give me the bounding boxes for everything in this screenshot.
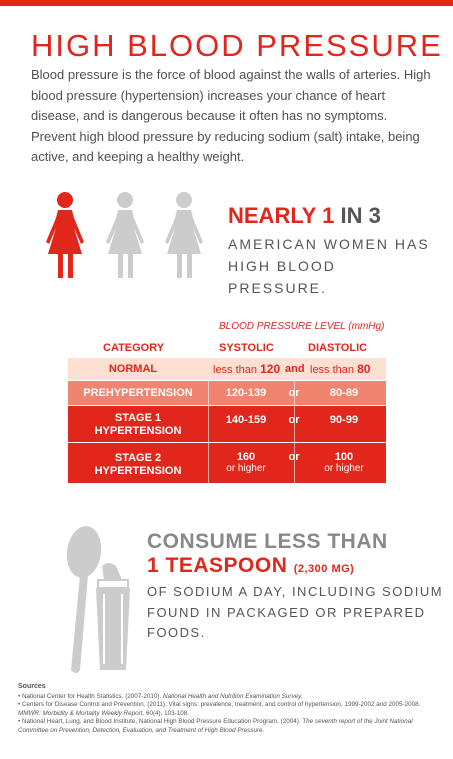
consume-line1: CONSUME LESS THAN	[147, 530, 388, 553]
statistic-in: IN 3	[340, 203, 381, 228]
woman-figure-icon	[165, 192, 203, 278]
divider	[294, 443, 295, 483]
diastolic-stage2-value: 100	[334, 451, 354, 463]
source-2-text: • Centers for Disease Control and Preven…	[18, 701, 421, 709]
systolic-stage1: 140-159	[225, 414, 267, 426]
systolic-normal: less than 120	[213, 362, 280, 376]
source-2-title: MMWR: Morbidity & Mortality Weekly Repor…	[18, 709, 145, 717]
source-item: • National Center for Health Statistics.…	[18, 693, 443, 702]
systolic-stage2: 160 or higher	[208, 451, 284, 475]
source-2-tail: 60(4), 103-108.	[144, 709, 190, 717]
diastolic-stage1: 90-99	[329, 414, 359, 426]
women-figures	[46, 192, 203, 278]
salt-shaker-icon	[96, 563, 130, 670]
sources: Sources • National Center for Health Sta…	[18, 683, 443, 736]
category-stage2-line2: HYPERTENSION	[94, 465, 182, 477]
category-prehypertension: PREHYPERTENSION	[83, 387, 193, 399]
table-row-prehypertension: PREHYPERTENSION 120-139 or 80-89	[68, 381, 386, 405]
intro-paragraph: Blood pressure is the force of blood aga…	[31, 67, 431, 164]
bp-level-label: BLOOD PRESSURE LEVEL (mmHg)	[219, 321, 385, 332]
spoon-salt-illustration	[66, 526, 130, 673]
statistic-headline: NEARLY 1 IN 3	[228, 203, 438, 229]
divider	[208, 443, 209, 483]
consume-body: OF SODIUM A DAY, INCLUDING SODIUM FOUND …	[147, 584, 444, 640]
diastolic-normal-prefix: less than	[310, 364, 355, 376]
woman-figure-icon	[46, 192, 84, 278]
systolic-stage2-sub: or higher	[226, 463, 266, 474]
divider	[208, 406, 209, 442]
spoon-icon	[66, 526, 102, 673]
source-1-text: • National Center for Health Statistics.…	[18, 692, 164, 700]
table-row-stage1: STAGE 1 HYPERTENSION 140-159 or 90-99	[68, 406, 386, 442]
table-row-stage2: STAGE 2 HYPERTENSION 160 or higher or 10…	[68, 443, 386, 483]
statistic-line2: HIGH BLOOD PRESSURE.	[228, 258, 336, 296]
consume-line2: 1 TEASPOON (2,300 MG)	[147, 554, 447, 578]
divider	[294, 406, 295, 442]
diastolic-stage2-sub: or higher	[324, 463, 364, 474]
table-row-normal: NORMAL less than 120 and less than 80	[68, 358, 386, 380]
top-accent-bar	[0, 0, 453, 6]
category-stage1-line2: HYPERTENSION	[94, 425, 182, 437]
joiner-normal: and	[285, 363, 305, 375]
sources-title: Sources	[18, 683, 46, 690]
category-stage1: STAGE 1 HYPERTENSION	[68, 412, 208, 438]
diastolic-normal-value: 80	[357, 362, 371, 376]
header-category: CATEGORY	[103, 342, 165, 354]
statistic-line1: AMERICAN WOMEN HAS	[228, 236, 430, 252]
diastolic-normal: less than 80	[310, 362, 370, 376]
systolic-stage2-value: 160	[236, 451, 256, 463]
category-stage2: STAGE 2 HYPERTENSION	[68, 452, 208, 478]
sodium-block: CONSUME LESS THAN 1 TEASPOON (2,300 MG) …	[147, 530, 447, 644]
systolic-normal-value: 120	[260, 362, 281, 376]
woman-figure-icon	[106, 192, 144, 278]
page-title: HIGH BLOOD PRESSURE	[31, 28, 443, 63]
category-stage2-line1: STAGE 2	[114, 452, 162, 464]
consume-mg: (2,300 MG)	[293, 563, 355, 575]
diastolic-prehypertension: 80-89	[329, 387, 359, 399]
header-systolic: SYSTOLIC	[219, 342, 274, 354]
category-stage1-line1: STAGE 1	[114, 412, 162, 424]
statistic-block: NEARLY 1 IN 3 AMERICAN WOMEN HAS HIGH BL…	[228, 203, 438, 299]
source-item: • Centers for Disease Control and Preven…	[18, 701, 443, 718]
source-item: • National Heart, Lung, and Blood Instit…	[18, 718, 443, 735]
consume-teaspoon: 1 TEASPOON	[147, 554, 288, 577]
category-normal: NORMAL	[108, 363, 158, 375]
source-3-text: • National Heart, Lung, and Blood Instit…	[18, 718, 303, 726]
header-diastolic: DIASTOLIC	[308, 342, 368, 354]
source-1-title: National Health and Nutrition Examinatio…	[163, 692, 303, 700]
divider	[208, 381, 209, 405]
source-3-title: The seventh report of the Joint National…	[18, 718, 413, 734]
diastolic-stage2: 100 or higher	[304, 451, 384, 475]
divider	[294, 381, 295, 405]
systolic-normal-prefix: less than	[213, 364, 258, 376]
statistic-subtext: AMERICAN WOMEN HAS HIGH BLOOD PRESSURE.	[228, 233, 438, 299]
statistic-nearly: NEARLY 1	[228, 203, 335, 228]
systolic-prehypertension: 120-139	[225, 387, 267, 399]
